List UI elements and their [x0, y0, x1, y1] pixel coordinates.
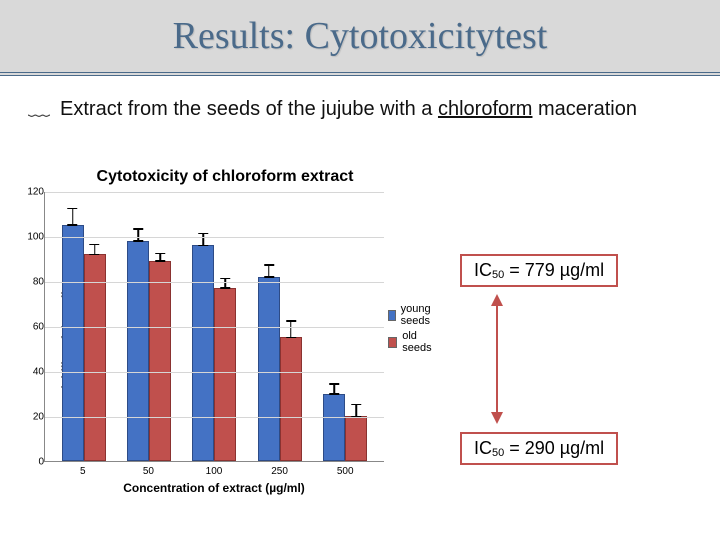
bullet-icon: ﹏: [28, 96, 50, 120]
error-bar: [137, 228, 139, 242]
slide-title: Results: Cytotoxicitytest: [173, 14, 548, 58]
bullet-pre: Extract from the seeds of the jujube wit…: [60, 98, 438, 120]
bar-pair: [323, 394, 367, 462]
bullet-underline: chloroform: [438, 98, 532, 120]
grid-line: [45, 192, 384, 193]
ic-prefix: IC: [474, 438, 492, 458]
bar-young: [258, 277, 280, 462]
swatch-icon: [388, 337, 397, 348]
x-tick-label: 100: [192, 466, 236, 477]
bar-old: [345, 416, 367, 461]
bullet-text: Extract from the seeds of the jujube wit…: [60, 96, 637, 122]
double-arrow: [490, 294, 504, 424]
y-tick-label: 60: [33, 322, 44, 333]
x-tick-label: 250: [258, 466, 302, 477]
error-bar: [94, 244, 96, 255]
swatch-icon: [388, 310, 396, 321]
grid-line: [45, 327, 384, 328]
legend-row-old: old seeds: [388, 330, 440, 354]
ic-sub: 50: [492, 447, 504, 459]
bar-pair: [127, 241, 171, 462]
bar-pair: [258, 277, 302, 462]
bar-old: [84, 254, 106, 461]
y-tick-label: 20: [33, 412, 44, 423]
bar-young: [127, 241, 149, 462]
bullet-row: ﹏ Extract from the seeds of the jujube w…: [28, 96, 700, 122]
y-ticks: 020406080100120: [24, 192, 44, 462]
arrow-line: [496, 304, 498, 414]
legend-row-young: young seeds: [388, 303, 440, 327]
x-tick-label: 500: [323, 466, 367, 477]
ic-value: = 290 µg/ml: [504, 438, 604, 458]
bar-young: [323, 394, 345, 462]
arrow-down-icon: [491, 412, 503, 424]
y-tick-label: 80: [33, 277, 44, 288]
legend: young seeds old seeds: [388, 300, 440, 357]
chart: Cytotoxicity of chloroform extract % via…: [10, 168, 440, 502]
grid-line: [45, 282, 384, 283]
ic-prefix: IC: [474, 260, 492, 280]
error-bar: [290, 320, 292, 338]
title-band: Results: Cytotoxicitytest: [0, 0, 720, 76]
error-bar: [225, 278, 227, 289]
bar-young: [192, 245, 214, 461]
bar-old: [280, 337, 302, 461]
error-bar: [203, 233, 205, 247]
plot-area: [44, 192, 384, 462]
error-bar: [334, 383, 336, 394]
error-bar: [72, 208, 74, 226]
y-tick-label: 100: [27, 232, 44, 243]
bar-old: [214, 288, 236, 461]
x-tick-label: 50: [126, 466, 170, 477]
grid-line: [45, 417, 384, 418]
chart-body: % viability of the cells 020406080100120…: [10, 192, 440, 502]
error-bar: [356, 404, 358, 418]
ic-value: = 779 µg/ml: [504, 260, 604, 280]
y-tick-label: 40: [33, 367, 44, 378]
error-bar: [268, 264, 270, 278]
bar-pair: [192, 245, 236, 461]
ic50-box-top: IC50 = 779 µg/ml: [460, 254, 618, 287]
x-ticks: 5 50 100 250 500: [44, 462, 384, 477]
bar-pair: [62, 225, 106, 461]
x-tick-label: 5: [61, 466, 105, 477]
bar-old: [149, 261, 171, 461]
error-bar: [159, 253, 161, 262]
slide: Results: Cytotoxicitytest ﹏ Extract from…: [0, 0, 720, 540]
bar-young: [62, 225, 84, 461]
legend-label: young seeds: [401, 303, 440, 327]
grid-line: [45, 372, 384, 373]
grid-line: [45, 237, 384, 238]
x-axis-label: Concentration of extract (µg/ml): [44, 481, 384, 495]
ic50-box-bottom: IC50 = 290 µg/ml: [460, 432, 618, 465]
legend-label: old seeds: [402, 330, 440, 354]
bullet-post: maceration: [532, 98, 637, 120]
chart-title: Cytotoxicity of chloroform extract: [10, 168, 440, 186]
ic-sub: 50: [492, 269, 504, 281]
y-tick-label: 120: [27, 187, 44, 198]
